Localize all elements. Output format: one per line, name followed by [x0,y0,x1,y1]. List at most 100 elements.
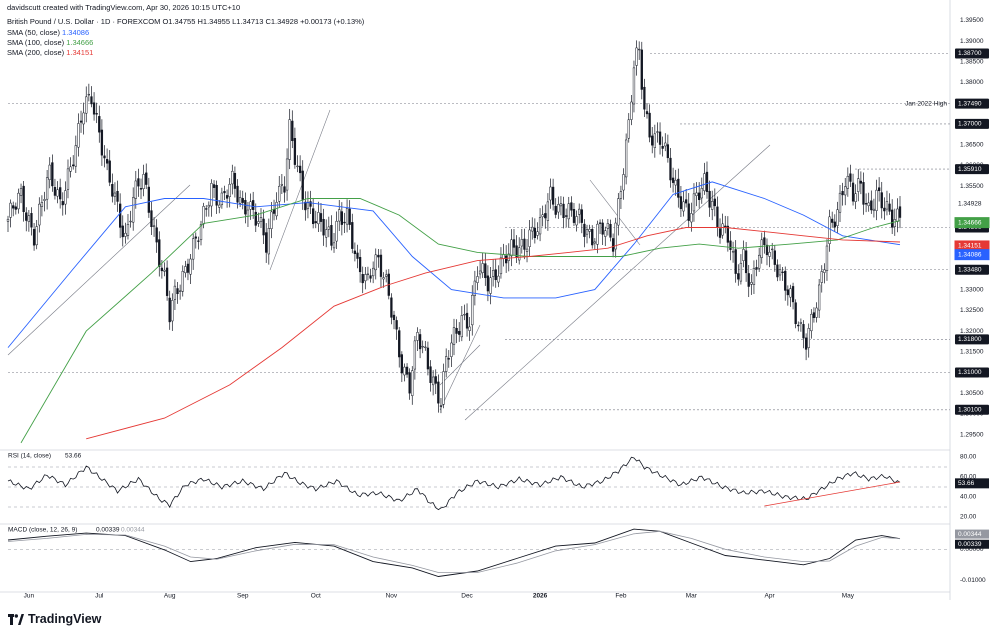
candle [570,196,573,217]
candle-body [791,286,795,303]
candle [327,216,330,238]
sma100-legend[interactable]: SMA (100, close) 1.34666 [7,38,93,48]
candle [272,199,276,221]
candle-body [270,211,273,229]
candle [463,304,466,321]
candle-body [400,354,403,374]
sma200-legend[interactable]: SMA (200, close) 1.34151 [7,48,93,58]
candle [306,191,310,219]
candle-body [669,157,672,181]
candle-body [859,180,863,184]
candle [458,322,461,342]
candle [108,150,111,187]
candle [48,157,51,189]
macd-line [7,528,901,577]
candle-body [578,208,581,215]
price-axis-tick: 1.39500 [960,17,984,24]
candle [465,303,469,337]
candle [356,244,359,269]
candle-body [356,252,359,259]
candle [510,229,513,267]
candle-body [557,204,560,213]
candle-body [554,205,557,215]
candle-body [614,222,617,250]
candle-body [898,206,902,218]
candle [489,267,492,305]
candle [758,247,761,272]
candle [888,193,891,215]
candle [53,178,57,200]
candle-body [348,208,351,225]
candle-body [374,254,377,271]
candle-body [421,345,424,348]
candle-body [661,145,664,149]
candle [671,167,675,193]
price-axis-tick: 1.39000 [960,38,984,45]
candle [700,177,703,204]
level-tag [955,264,989,275]
candle [716,196,719,237]
candle [447,350,450,368]
candle-body [538,217,542,235]
candle-body [784,270,787,291]
candle [765,238,769,266]
candle-body [520,239,523,247]
candle [348,200,351,230]
candle-body [825,245,829,271]
candle-body [739,262,743,282]
candle-body [27,215,31,222]
candle [293,127,297,169]
candle [499,247,503,279]
candle [215,180,218,214]
candle [648,104,651,143]
candle [364,267,367,290]
candle-body [199,224,203,241]
candle-body [134,180,137,199]
candle-body [176,288,179,294]
candle [640,41,643,100]
candle-body [758,254,761,269]
candle-body [604,230,607,237]
candle-body [426,347,430,370]
last-value-label: 1.34086 [958,251,982,258]
candle-body [588,228,591,232]
sma50-legend[interactable]: SMA (50, close) 1.34086 [7,28,89,38]
candle [59,178,62,209]
candle [580,204,583,234]
candle-body [155,227,158,243]
time-axis-tick: Nov [386,593,398,600]
candle-body [833,221,836,228]
candle [653,124,656,158]
candle [231,164,234,195]
price-axis-tick: 1.33000 [960,286,984,293]
candle [437,374,440,413]
candle [601,219,604,246]
candle [61,192,64,216]
candle-body [220,192,224,206]
candle-body [246,209,250,217]
rsi-axis-tick: 80.00 [960,454,977,461]
candle [132,187,135,231]
macd-signal-value: 0.00344 [121,527,145,534]
candle [739,254,743,285]
level-tag [955,404,989,415]
candle [199,220,203,246]
tradingview-logo[interactable]: TradingView [8,612,101,626]
candle-body [484,263,487,279]
candle-body [92,102,96,115]
candle-body [163,269,166,272]
candle [755,259,758,277]
candle [322,208,325,246]
candle-body [411,370,414,396]
candle [30,207,33,236]
candle [658,122,662,155]
candle [859,171,863,195]
candle-body [752,268,756,285]
candle-body [562,203,565,218]
candle-body [178,290,182,292]
candle-body [854,193,857,202]
candle-body [580,209,583,223]
candle [875,179,878,221]
candle-body [549,186,552,201]
